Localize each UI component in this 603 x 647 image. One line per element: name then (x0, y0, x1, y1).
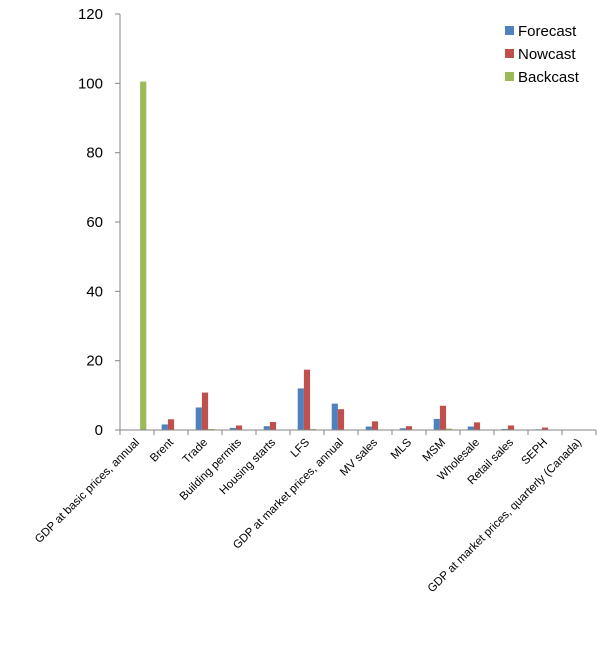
y-axis-ticks: 0 20 40 60 80 100 120 (78, 6, 120, 439)
x-category-label: Trade (181, 437, 210, 466)
bar-forecast (365, 426, 372, 430)
bar-nowcast (439, 405, 447, 430)
bar-backcast (140, 81, 147, 430)
x-category-label: MSM (421, 437, 448, 464)
bar-nowcast (303, 369, 311, 430)
bar-forecast (297, 388, 304, 430)
bars-group (140, 81, 549, 430)
legend-label: Backcast (518, 69, 580, 86)
y-tick-label: 20 (86, 353, 103, 370)
x-category-label: GDP at market prices, annual (231, 437, 346, 552)
bar-nowcast (201, 392, 209, 430)
x-category-label: SEPH (519, 437, 550, 468)
bar-nowcast (269, 422, 277, 430)
x-axis-ticks: GDP at basic prices, annual Brent TradeBui… (33, 430, 597, 595)
x-category-label: Building permits (178, 436, 245, 503)
bar-forecast (263, 426, 270, 430)
bar-forecast (399, 428, 406, 430)
y-tick-label: 100 (78, 75, 103, 92)
bar-backcast (310, 428, 317, 430)
bar-forecast (195, 407, 202, 430)
legend-swatch (505, 49, 514, 58)
bar-nowcast (473, 422, 481, 430)
bar-forecast (433, 418, 440, 430)
bar-nowcast (235, 425, 243, 430)
x-category-label: MLS (389, 436, 414, 461)
bar-nowcast (507, 425, 515, 430)
bar-backcast (208, 428, 215, 430)
y-tick-label: 60 (86, 214, 103, 231)
bar-forecast (161, 424, 168, 430)
y-tick-label: 0 (95, 422, 103, 439)
bar-forecast (331, 403, 338, 430)
bar-nowcast (541, 427, 549, 430)
legend-swatch (505, 72, 514, 81)
bar-forecast (501, 428, 508, 430)
x-category-label: GDP at basic prices, annual (33, 437, 142, 546)
bar-forecast (467, 426, 474, 430)
bar-nowcast (371, 421, 379, 430)
legend-label: Nowcast (518, 46, 576, 63)
y-tick-label: 40 (86, 283, 103, 300)
x-category-label: MV sales (338, 436, 380, 478)
bar-backcast (446, 428, 453, 430)
bar-forecast (229, 427, 236, 430)
bar-nowcast (167, 419, 175, 430)
legend-label: Forecast (518, 23, 577, 40)
y-tick-label: 80 (86, 145, 103, 162)
legend-swatch (505, 26, 514, 35)
x-category-label: LFS (289, 436, 313, 460)
y-tick-label: 120 (78, 6, 103, 23)
bar-nowcast (337, 409, 345, 430)
legend: Forecast Nowcast Backcast (505, 23, 580, 86)
bar-nowcast (405, 426, 413, 430)
x-category-label: Brent (148, 436, 176, 464)
